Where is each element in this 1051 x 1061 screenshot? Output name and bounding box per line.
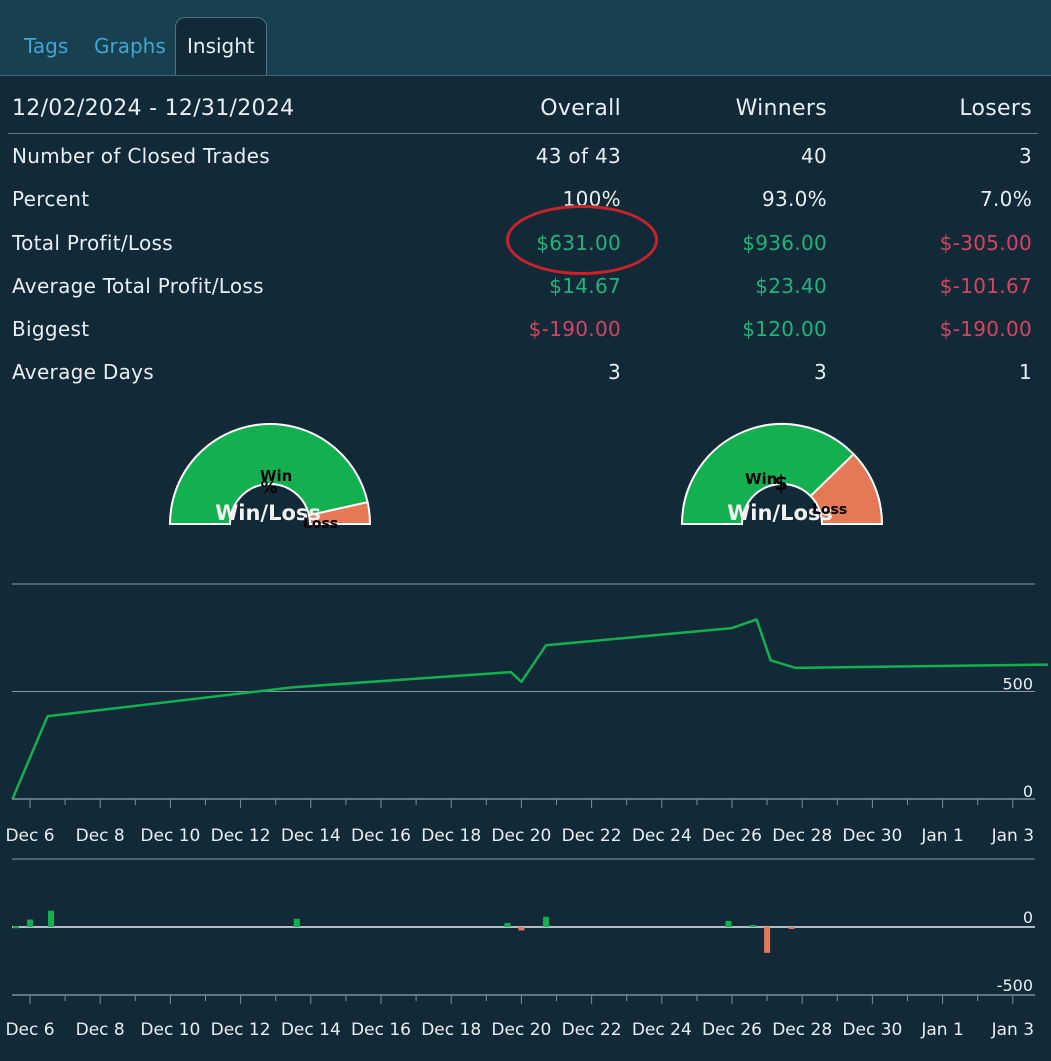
annotation-circle: [506, 205, 658, 275]
x-tick-label: Dec 12: [211, 826, 271, 846]
table-row: Number of Closed Trades 43 of 43 40 3: [0, 144, 1051, 184]
table-row: Average Total Profit/Loss $14.67 $23.40 …: [0, 274, 1051, 314]
x-tick-label: Dec 10: [140, 1020, 200, 1040]
pl-bar: [725, 920, 732, 927]
pl-bar: [542, 916, 549, 927]
gauge-win-label: Win: [260, 467, 292, 485]
x-tick-label: Dec 14: [281, 1020, 341, 1040]
gauge-title: Win/Loss: [215, 501, 321, 525]
row-label: Average Total Profit/Loss: [12, 274, 264, 298]
pl-bar: [293, 918, 300, 927]
tab-graphs[interactable]: Graphs: [94, 34, 166, 58]
y-tick-label: 0: [1023, 908, 1033, 927]
x-tick-label: Dec 14: [281, 826, 341, 846]
pl-bar: [750, 924, 757, 927]
pl-bar: [518, 927, 525, 931]
column-header-winners: Winners: [735, 96, 827, 121]
pl-bar: [788, 927, 795, 929]
gauge-symbol: $: [774, 471, 788, 495]
losers-value: 1: [1018, 360, 1032, 384]
losers-value: $-101.67: [939, 274, 1032, 298]
x-tick-label: Dec 26: [702, 1020, 762, 1040]
winners-value: $120.00: [742, 317, 827, 341]
daily-pl-bar-chart: 0 -500 Dec 6 Dec 8 Dec 10 Dec 12 Dec 14 Dec 16 D…: [5, 858, 1035, 1040]
x-tick-label: Dec 18: [421, 1020, 481, 1040]
x-tick-label: Dec 16: [351, 1020, 411, 1040]
pl-series-line: [11, 618, 1048, 800]
winners-value: 93.0%: [761, 187, 827, 211]
pl-bar: [764, 927, 771, 953]
gauge-loss-label: Loss: [303, 516, 338, 532]
overall-value: 43 of 43: [535, 144, 621, 168]
row-label: Biggest: [12, 317, 90, 341]
tab-insight[interactable]: Insight: [175, 17, 267, 75]
x-tick-label: Dec 20: [491, 826, 551, 846]
x-tick-label: Dec 22: [562, 1020, 622, 1040]
winners-value: 40: [800, 144, 827, 168]
y-tick-label: 0: [1023, 782, 1033, 801]
x-tick-label: Dec 30: [842, 826, 902, 846]
x-tick-label: Dec 16: [351, 826, 411, 846]
overall-value: 3: [607, 360, 621, 384]
losers-value: 7.0%: [979, 187, 1032, 211]
x-tick-label: Dec 28: [772, 826, 832, 846]
tab-tags[interactable]: Tags: [24, 34, 69, 58]
losers-value: $-305.00: [939, 231, 1032, 255]
overall-value: $14.67: [549, 274, 621, 298]
x-tick-label: Dec 6: [5, 1020, 54, 1040]
x-tick-label: Jan 1: [920, 1020, 963, 1040]
gauge-loss-label: Loss: [812, 502, 847, 518]
overall-value: $-190.00: [528, 317, 621, 341]
x-tick-label: Dec 24: [632, 826, 692, 846]
winners-value: $23.40: [755, 274, 827, 298]
losers-value: $-190.00: [939, 317, 1032, 341]
x-tick-label: Dec 30: [842, 1020, 902, 1040]
row-label: Percent: [12, 187, 90, 211]
x-tick-label: Dec 20: [491, 1020, 551, 1040]
x-tick-label: Jan 3: [991, 826, 1034, 846]
x-tick-label: Dec 22: [562, 826, 622, 846]
losers-value: 3: [1018, 144, 1032, 168]
x-tick-label: Dec 18: [421, 826, 481, 846]
x-tick-label: Dec 12: [211, 1020, 271, 1040]
tab-bar: Tags Graphs Insight: [0, 0, 1051, 76]
pl-bar: [27, 919, 33, 927]
winners-value: $936.00: [742, 231, 827, 255]
table-row: Biggest $-190.00 $120.00 $-190.00: [0, 317, 1051, 357]
y-tick-label: 500: [1002, 675, 1033, 694]
row-label: Total Profit/Loss: [12, 231, 173, 255]
win-loss-percent-gauge: Win % Win/Loss Loss: [168, 423, 372, 532]
x-tick-label: Jan 3: [991, 1020, 1034, 1040]
x-tick-label: Dec 28: [772, 1020, 832, 1040]
gauge-title: Win/Loss: [727, 501, 833, 525]
gauge-win-segment: [680, 423, 856, 525]
gauge-loss-segment: [809, 452, 884, 525]
header-divider: [8, 133, 1038, 134]
table-header: 12/02/2024 - 12/31/2024 Overall Winners …: [0, 96, 1051, 136]
gauge-win-segment: [168, 423, 369, 525]
gauge-win-label: Win: [745, 470, 777, 488]
table-row: Average Days 3 3 1: [0, 360, 1051, 400]
x-tick-label: Dec 8: [76, 826, 125, 846]
column-header-losers: Losers: [959, 96, 1032, 121]
cumulative-pl-line-chart: 500 0 Dec 6 Dec 8 Dec 10 Dec 12 Dec 14 Dec 16 De…: [5, 583, 1048, 846]
pl-bar: [504, 922, 511, 927]
date-range: 12/02/2024 - 12/31/2024: [12, 96, 295, 121]
gauge-loss-segment: [307, 500, 372, 525]
x-tick-label: Dec 6: [5, 826, 54, 846]
pl-bar: [48, 910, 55, 927]
row-label: Average Days: [12, 360, 154, 384]
x-tick-label: Dec 26: [702, 826, 762, 846]
x-tick-label: Dec 24: [632, 1020, 692, 1040]
x-tick-label: Dec 8: [76, 1020, 125, 1040]
x-tick-label: Jan 1: [920, 826, 963, 846]
winners-value: 3: [813, 360, 827, 384]
y-tick-label: -500: [997, 976, 1033, 995]
column-header-overall: Overall: [540, 96, 621, 121]
win-loss-dollar-gauge: Win $ Win/Loss Loss: [680, 423, 884, 525]
gauge-symbol: %: [260, 478, 277, 498]
pl-bar: [12, 926, 19, 929]
x-tick-label: Dec 10: [140, 826, 200, 846]
row-label: Number of Closed Trades: [12, 144, 270, 168]
